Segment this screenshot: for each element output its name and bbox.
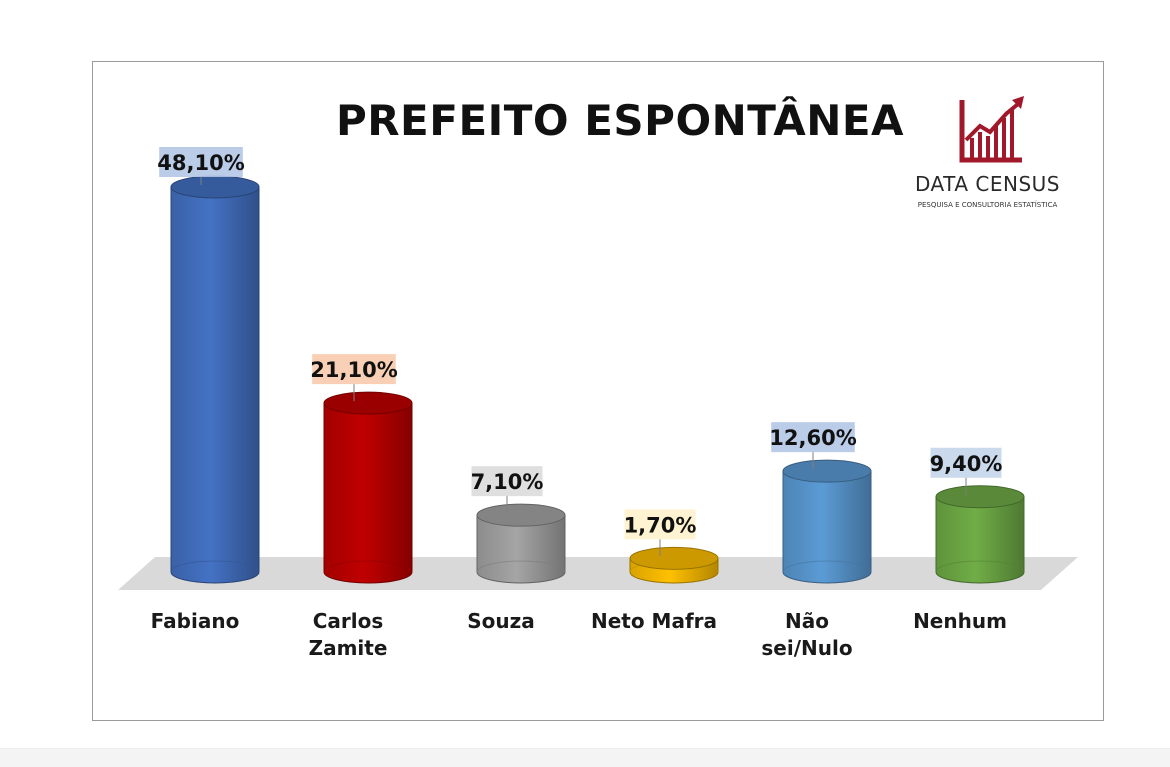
- data-census-logo: DATA CENSUS PESQUISA E CONSULTORIA ESTAT…: [900, 92, 1075, 214]
- bar-5: [935, 496, 1025, 584]
- bar-top-4: [782, 459, 872, 483]
- data-label-4: 12,60%: [769, 426, 856, 450]
- bar-base-rim-4: [782, 560, 872, 573]
- bar-1: [323, 402, 413, 584]
- bar-0: [170, 186, 260, 584]
- data-label-bg-0: [159, 147, 243, 177]
- category-label: Souza: [467, 609, 535, 633]
- bar-top-1: [323, 391, 413, 415]
- category-label: Nenhum: [913, 609, 1007, 633]
- logo-tagline: PESQUISA E CONSULTORIA ESTATÍSTICA: [917, 201, 1058, 209]
- data-label-bg-2: [471, 466, 543, 497]
- logo-name: DATA CENSUS: [915, 172, 1060, 196]
- category-label: Neto Mafra: [590, 609, 718, 633]
- data-label-5: 9,40%: [930, 452, 1003, 476]
- data-label-bg-4: [771, 422, 855, 453]
- chart-title: PREFEITO ESPONTÂNEA: [335, 96, 905, 145]
- bar-2: [476, 514, 566, 584]
- bottom-strip: [0, 748, 1170, 767]
- bar-base-rim-5: [935, 560, 1025, 573]
- data-label-1: 21,10%: [310, 358, 397, 382]
- data-label-bg-3: [624, 509, 696, 540]
- category-label: Não sei/Nulo: [761, 609, 853, 660]
- bar-top-3: [629, 546, 719, 570]
- category-label: Fabiano: [150, 609, 240, 633]
- data-label-0: 48,10%: [157, 151, 244, 175]
- data-label-2: 7,10%: [471, 470, 544, 494]
- bar-base-rim-1: [323, 560, 413, 573]
- chart-frame: [92, 61, 1104, 721]
- bar-chart-growth-icon: [959, 96, 1024, 163]
- data-label-bg-1: [312, 354, 396, 385]
- category-label: Carlos Zamite: [308, 609, 388, 660]
- data-label-bg-5: [930, 447, 1002, 478]
- bar-4: [782, 470, 872, 584]
- bar-top-2: [476, 503, 566, 527]
- bar-base-rim-2: [476, 560, 566, 573]
- bar-top-5: [935, 485, 1025, 509]
- bar-base-rim-0: [170, 560, 260, 573]
- chart-floor: [118, 557, 1078, 590]
- bar-top-0: [170, 175, 260, 199]
- data-label-3: 1,70%: [624, 513, 697, 537]
